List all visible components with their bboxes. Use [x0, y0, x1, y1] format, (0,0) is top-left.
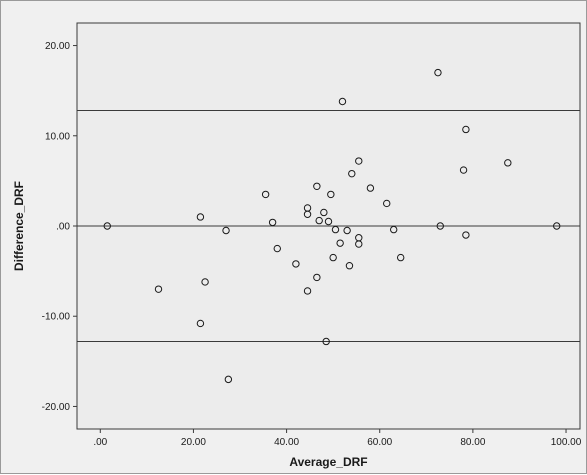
data-point	[313, 273, 321, 282]
data-point	[322, 337, 330, 346]
y-axis-ticks: 20.00 10.00 .00 -10.00 -20.00	[42, 41, 77, 413]
x-tick-label: 80.00	[460, 437, 485, 448]
y-tick-label: .00	[56, 222, 70, 233]
data-point	[366, 184, 375, 192]
y-tick-label: 10.00	[45, 131, 70, 142]
data-point	[383, 199, 391, 208]
data-point	[462, 125, 470, 134]
data-point	[273, 244, 281, 253]
data-point	[331, 225, 340, 234]
data-point	[224, 375, 233, 384]
data-point	[320, 208, 328, 217]
data-point	[196, 319, 205, 328]
data-point	[553, 222, 561, 230]
data-point	[504, 159, 512, 167]
data-point	[355, 240, 363, 248]
data-point	[103, 222, 111, 230]
data-points	[103, 68, 561, 384]
y-axis-title: Difference_DRF	[12, 181, 26, 271]
reference-lines	[77, 110, 580, 342]
x-axis-title: Average_DRF	[289, 455, 367, 469]
data-point	[313, 182, 321, 191]
y-tick-label: -10.00	[42, 312, 71, 323]
data-point	[345, 261, 354, 270]
data-point	[348, 169, 356, 178]
data-point	[436, 222, 444, 230]
data-point	[327, 190, 335, 199]
data-point	[261, 190, 270, 199]
data-point	[303, 287, 312, 295]
x-tick-label: 100.00	[551, 437, 582, 448]
y-tick-label: 20.00	[45, 41, 70, 52]
y-tick-label: -20.00	[42, 402, 71, 413]
data-point	[459, 166, 468, 174]
x-tick-label: .00	[93, 437, 107, 448]
data-point	[154, 285, 163, 293]
data-point	[462, 231, 470, 239]
data-point	[434, 68, 442, 77]
data-point	[338, 97, 347, 106]
x-tick-label: 60.00	[367, 437, 392, 448]
x-axis-ticks: .00 20.00 40.00 60.00 80.00 100.00	[93, 429, 582, 448]
data-point	[196, 213, 205, 221]
data-point	[315, 216, 323, 225]
data-point	[396, 253, 405, 262]
data-point	[336, 239, 344, 247]
data-point	[292, 260, 300, 268]
data-point	[201, 278, 209, 286]
data-point	[303, 210, 312, 218]
x-tick-label: 40.00	[274, 437, 299, 448]
data-point	[390, 225, 398, 234]
data-point	[268, 218, 277, 227]
data-point	[343, 226, 351, 235]
x-tick-label: 20.00	[181, 437, 206, 448]
data-point	[324, 217, 333, 226]
data-point	[329, 253, 337, 262]
data-point	[222, 226, 230, 235]
data-point	[355, 157, 363, 165]
